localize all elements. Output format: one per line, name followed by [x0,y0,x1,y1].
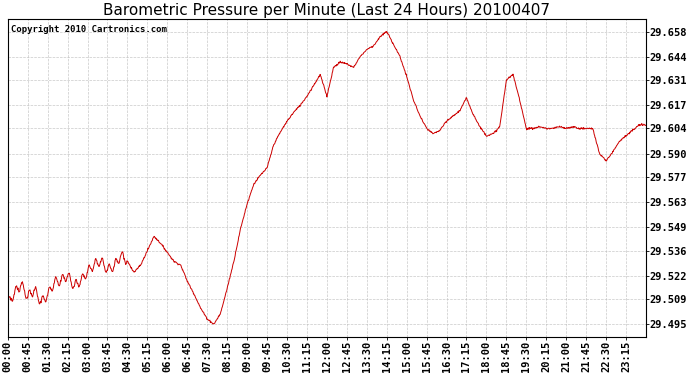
Text: Copyright 2010 Cartronics.com: Copyright 2010 Cartronics.com [11,25,167,34]
Title: Barometric Pressure per Minute (Last 24 Hours) 20100407: Barometric Pressure per Minute (Last 24 … [104,3,550,18]
